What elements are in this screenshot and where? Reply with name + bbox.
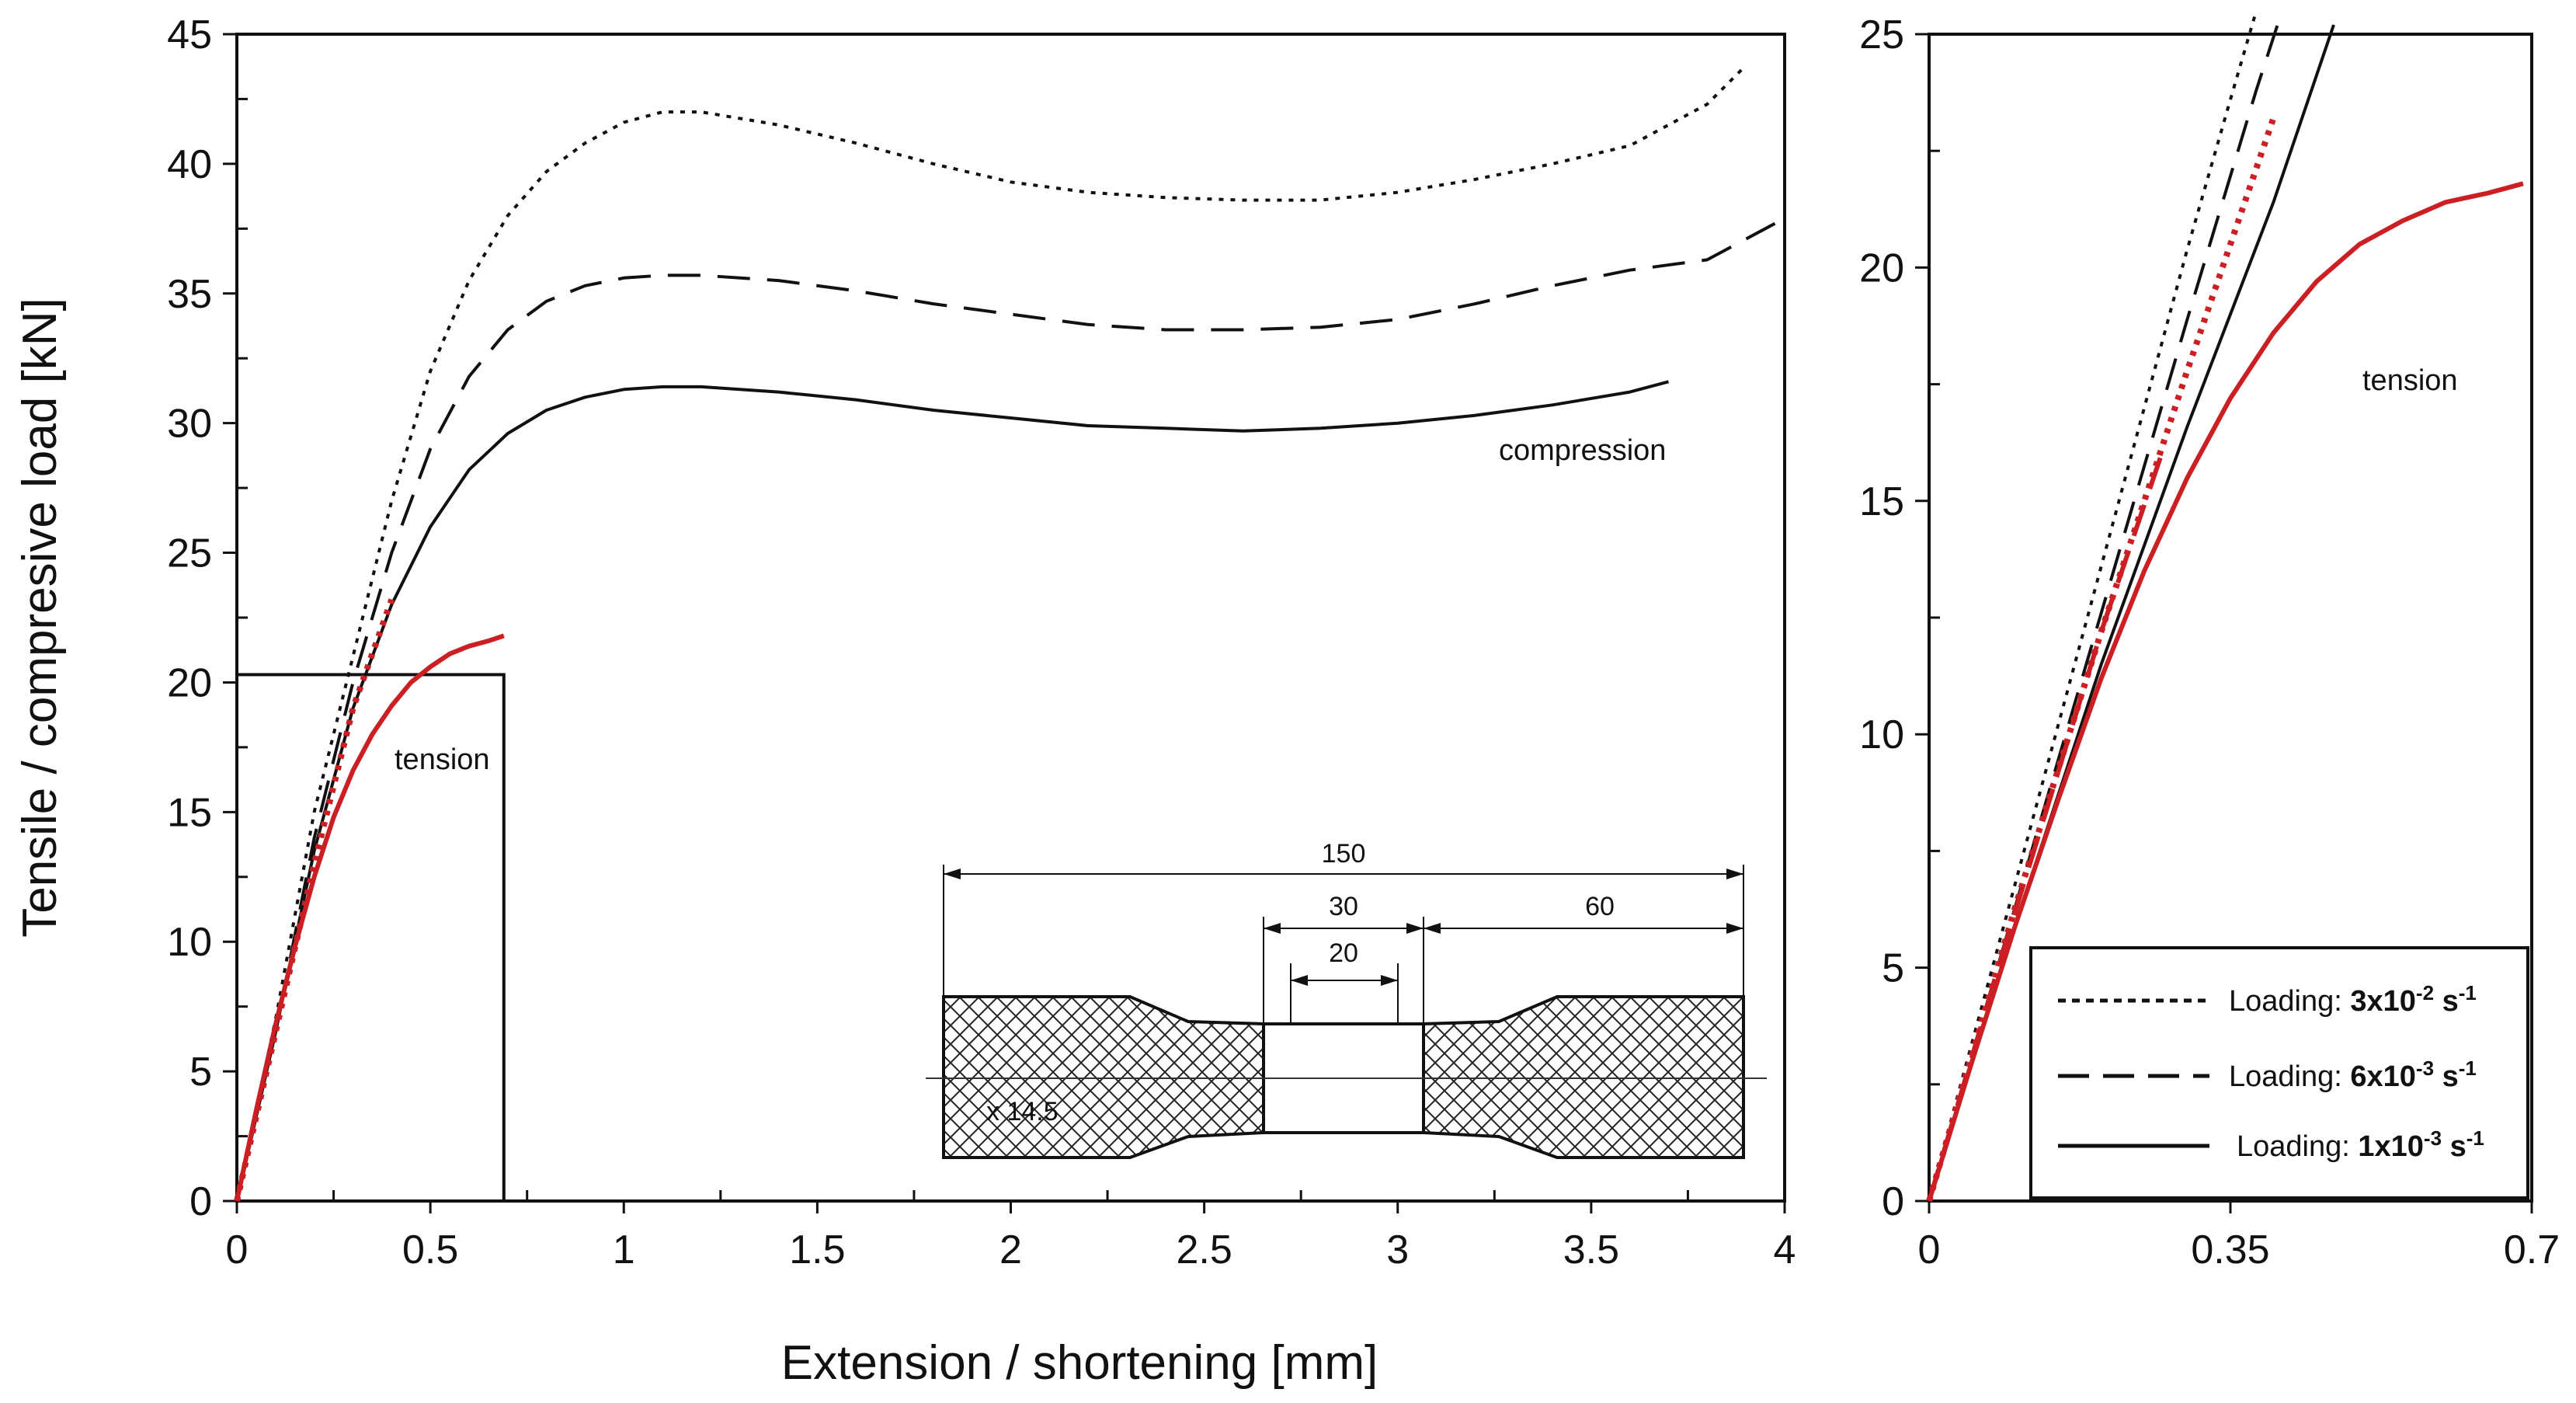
left-x-tick-label: 1.5 xyxy=(789,1227,845,1272)
right-series-group xyxy=(1926,10,2524,1203)
right-y-tick-label: 10 xyxy=(1859,712,1904,757)
x-axis-title: Extension / shortening [mm] xyxy=(781,1336,1378,1390)
right-chart-panel: 0 0.35 0.7 0 5 10 15 20 25 tension Loading: 3x1… xyxy=(1859,10,2560,1272)
right-x-tick-label: 0 xyxy=(1918,1227,1941,1272)
dim-total-arrow-head-end xyxy=(1726,869,1743,879)
dim-gauge-arrow-head-end xyxy=(1406,923,1424,934)
left-x-tick-label: 4 xyxy=(1774,1227,1796,1272)
left-y-tick-label: 45 xyxy=(167,12,212,57)
legend-items: Loading: 3x10-2 s-1 Loading: 6x10-3 s-1 Lo… xyxy=(2058,981,2484,1163)
dim-inner-arrow-head-start xyxy=(1291,975,1308,986)
dimension-arrows xyxy=(944,869,1743,986)
left-series-2-line xyxy=(235,380,1670,1202)
right-series-5-line xyxy=(1927,181,2524,1202)
right-y-tick-label: 5 xyxy=(1882,946,1904,991)
left-y-tick-label: 40 xyxy=(167,142,212,187)
left-y-tick-label: 35 xyxy=(167,272,212,317)
dim-gauge-arrow-head-start xyxy=(1264,923,1281,934)
left-x-tick-label: 2 xyxy=(999,1227,1022,1272)
left-series-3-line xyxy=(234,598,395,1202)
left-x-tick-label: 0 xyxy=(226,1227,249,1272)
left-series-group xyxy=(234,64,1785,1202)
specimen-right-grip xyxy=(1422,995,1745,1159)
left-y-tick-label: 10 xyxy=(167,920,212,965)
specimen-left-grip xyxy=(942,995,1265,1159)
tension-annotation-right: tension xyxy=(2362,364,2458,397)
right-series-0-line xyxy=(1928,10,2258,1202)
dim-inner-length: 20 xyxy=(1329,938,1358,968)
dim-grip-length: 60 xyxy=(1585,892,1615,921)
left-x-tick-label: 1 xyxy=(613,1227,635,1272)
y-axis-title: Tensile / compresive load [kN] xyxy=(13,298,67,938)
legend-label-1: Loading: 6x10-3 s-1 xyxy=(2229,1057,2477,1093)
right-x-tick-labels: 0 0.35 0.7 xyxy=(1918,1227,2560,1272)
left-series-1-line xyxy=(235,217,1785,1202)
right-y-tick-label: 20 xyxy=(1859,245,1904,291)
legend-label-2: Loading: 1x10-3 s-1 xyxy=(2237,1126,2484,1163)
dim-inner-arrow-head-end xyxy=(1381,975,1398,986)
left-chart-panel: 0 0.5 1 1.5 2 2.5 3 3.5 4 0 5 10 15 20 25 30 35 40 45 com… xyxy=(13,12,1796,1390)
left-y-tick-label: 25 xyxy=(167,531,212,576)
legend: Loading: 3x10-2 s-1 Loading: 6x10-3 s-1 Lo… xyxy=(2029,946,2529,1199)
left-tick-marks xyxy=(223,33,1786,1213)
left-y-tick-label: 15 xyxy=(167,790,212,835)
left-x-tick-label: 2.5 xyxy=(1176,1227,1232,1272)
right-y-tick-label: 15 xyxy=(1859,479,1904,524)
legend-label-0: Loading: 3x10-2 s-1 xyxy=(2229,981,2477,1018)
left-x-tick-label: 3 xyxy=(1386,1227,1409,1272)
tension-annotation-left: tension xyxy=(395,743,490,776)
left-y-tick-label: 0 xyxy=(189,1179,212,1224)
left-y-tick-label: 30 xyxy=(167,402,212,447)
right-x-tick-label: 0.7 xyxy=(2504,1227,2560,1272)
compression-annotation: compression xyxy=(1499,434,1666,467)
left-x-tick-label: 3.5 xyxy=(1563,1227,1619,1272)
dim-grip-arrow-head-end xyxy=(1726,923,1743,934)
right-y-tick-labels: 0 5 10 15 20 25 xyxy=(1859,12,1904,1224)
left-y-tick-label: 5 xyxy=(189,1050,212,1095)
left-x-tick-label: 0.5 xyxy=(402,1227,458,1272)
specimen-thickness-label: x 14.5 xyxy=(986,1097,1059,1126)
dim-total-length: 150 xyxy=(1322,839,1366,869)
left-x-tick-labels: 0 0.5 1 1.5 2 2.5 3 3.5 4 xyxy=(226,1227,1796,1272)
right-y-tick-label: 25 xyxy=(1859,12,1904,57)
specimen-diagram: 150 30 20 60 x 14.5 xyxy=(926,839,1767,1159)
dim-gauge-length: 30 xyxy=(1329,892,1358,921)
legend-box xyxy=(2029,946,2529,1199)
left-series-4-line xyxy=(235,633,505,1202)
zoom-region-box xyxy=(235,673,506,1203)
left-y-tick-label: 20 xyxy=(167,660,212,705)
dim-total-arrow-head-start xyxy=(944,869,961,879)
right-x-tick-label: 0.35 xyxy=(2191,1227,2269,1272)
right-y-tick-label: 0 xyxy=(1882,1179,1904,1224)
left-y-tick-labels: 0 5 10 15 20 25 30 35 40 45 xyxy=(167,12,212,1224)
dim-grip-arrow-head-start xyxy=(1424,923,1441,934)
right-series-3-line xyxy=(1926,117,2277,1203)
